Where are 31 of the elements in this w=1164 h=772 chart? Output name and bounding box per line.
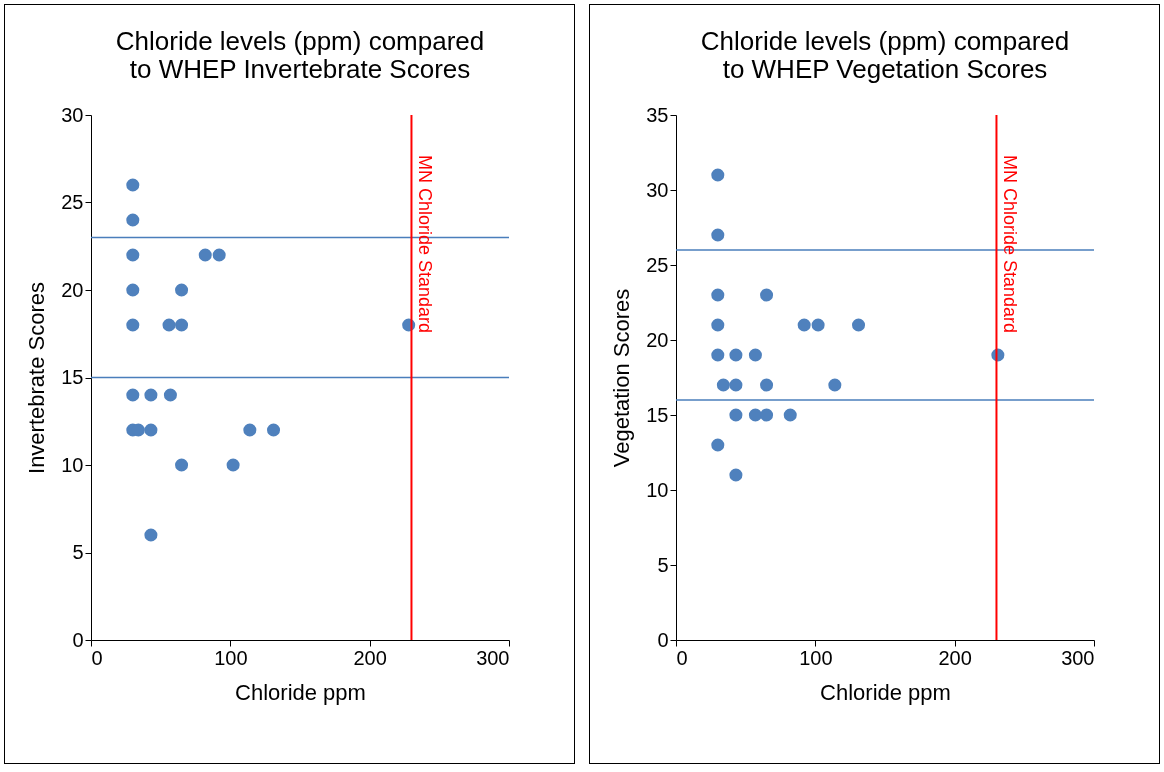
x-tick-label: 100: [214, 646, 248, 669]
x-tick-label: 300: [1061, 646, 1095, 669]
y-tick-label: 30: [61, 103, 84, 126]
ref-line-label: MN Chloride Standard: [1000, 155, 1021, 334]
y-tick-label: 20: [646, 328, 669, 351]
x-tick-label: 300: [476, 646, 510, 669]
ref-line-label: MN Chloride Standard: [415, 155, 436, 334]
x-axis-title: Chloride ppm: [235, 679, 366, 705]
y-tick-label: 25: [61, 191, 84, 213]
x-tick-label: 0: [676, 646, 688, 669]
y-tick-label: 20: [61, 278, 84, 301]
y-tick-label: 25: [646, 253, 669, 276]
y-tick-label: 35: [646, 103, 669, 126]
y-tick-label: 15: [61, 366, 84, 388]
chart-title: Chloride levels (ppm) compared to WHEP Vegetation Scores: [700, 26, 1070, 84]
x-tick-label: 200: [353, 646, 387, 669]
x-tick-label: 100: [799, 646, 833, 669]
y-tick-label: 10: [646, 478, 669, 501]
y-tick-label: 5: [657, 553, 669, 576]
y-tick-label: 5: [72, 541, 84, 563]
y-axis-title: Vegetation Scores: [609, 288, 635, 468]
x-tick-label: 200: [938, 646, 972, 669]
y-tick-label: 30: [646, 178, 669, 201]
x-tick-label: 0: [91, 646, 103, 669]
y-tick-label: 10: [61, 453, 84, 476]
chart-title: Chloride levels (ppm) compared to WHEP Invertebrate Scores: [115, 26, 485, 84]
y-tick-label: 0: [657, 628, 669, 651]
y-axis-title: Invertebrate Scores: [24, 282, 50, 474]
x-axis-title: Chloride ppm: [820, 679, 951, 705]
y-tick-label: 0: [72, 628, 84, 651]
y-tick-label: 15: [646, 403, 669, 426]
